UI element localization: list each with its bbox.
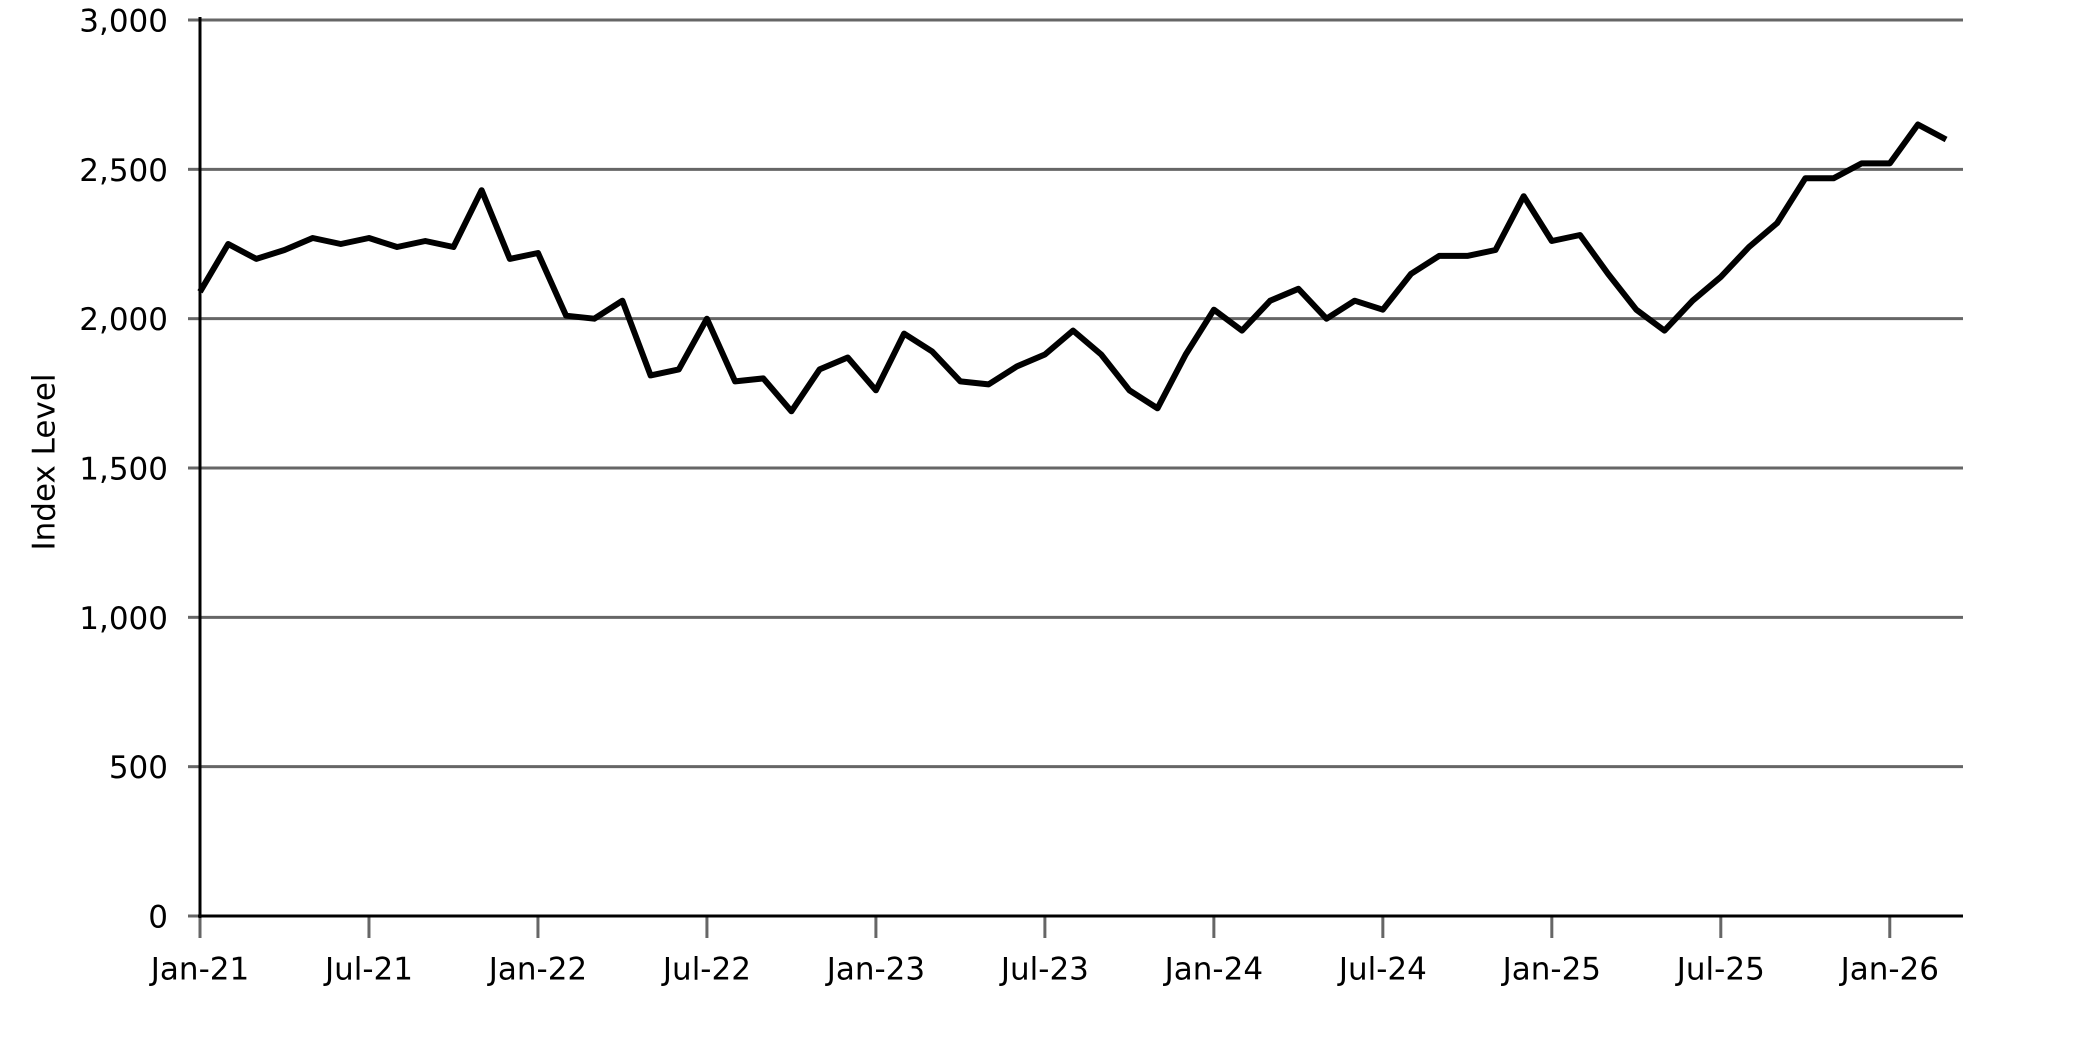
x-tick-label: Jan-21	[149, 952, 249, 988]
x-tick-label: Jan-24	[1163, 952, 1263, 988]
x-tick-label: Jul-21	[323, 952, 413, 988]
y-tick-label: 2,500	[79, 153, 168, 189]
y-tick-label: 1,500	[79, 452, 168, 488]
y-tick-label: 3,000	[79, 4, 168, 40]
x-tick-label: Jul-23	[999, 952, 1089, 988]
x-tick-label: Jan-22	[487, 952, 587, 988]
x-tick-label: Jan-26	[1839, 952, 1939, 988]
y-tick-label: 500	[109, 750, 168, 786]
y-tick-label: 2,000	[79, 302, 168, 338]
data-line	[197, 121, 1948, 415]
x-tick-label: Jan-23	[825, 952, 925, 988]
y-tick-label: 1,000	[79, 601, 168, 637]
x-tick-label: Jul-22	[661, 952, 751, 988]
x-tick-label: Jul-24	[1337, 952, 1427, 988]
x-tick-label: Jan-25	[1501, 952, 1601, 988]
x-tick-label: Jul-25	[1675, 952, 1765, 988]
y-axis-label: Index Level	[27, 373, 63, 550]
y-tick-label: 0	[148, 900, 168, 936]
